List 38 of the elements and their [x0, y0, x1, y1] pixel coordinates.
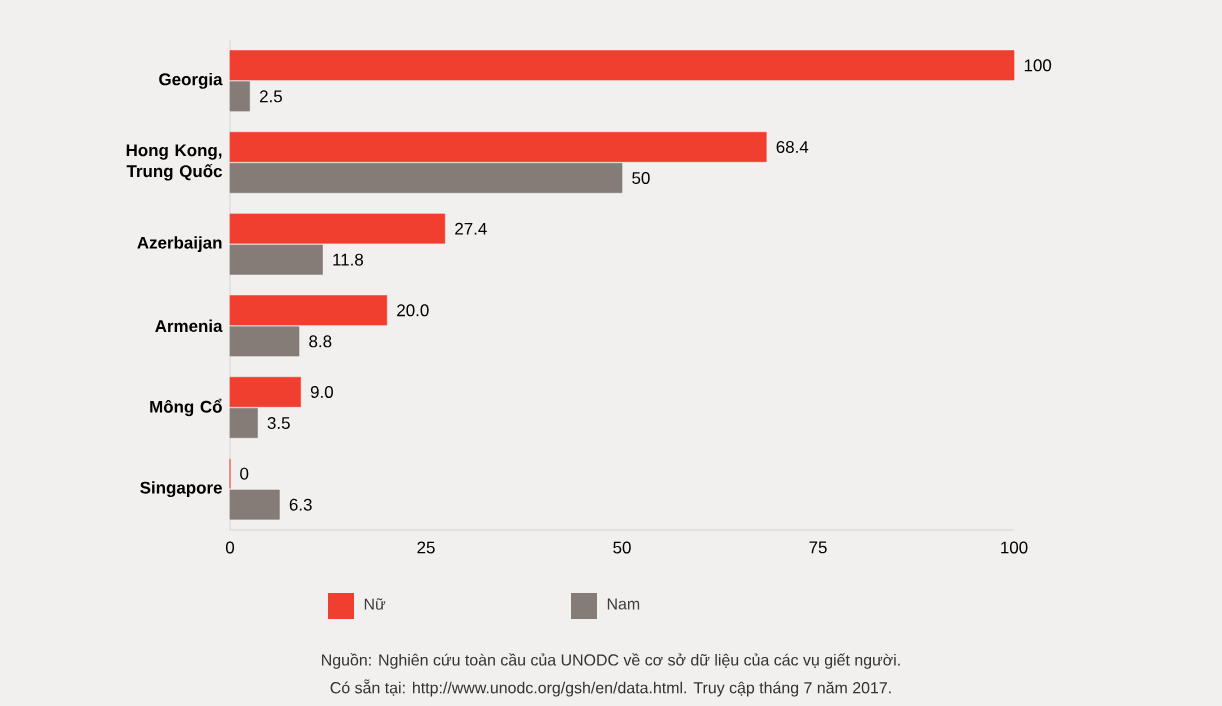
x-tick-label: 0: [225, 541, 235, 554]
data-label: 50: [632, 172, 650, 185]
y-tick-label: Singapore: [140, 481, 222, 498]
y-tick-label: Armenia: [155, 319, 223, 333]
legend-label: Nữ: [364, 598, 386, 610]
data-label: 20.0: [397, 304, 429, 317]
data-label: 100: [1024, 59, 1052, 72]
y-tick-label: Georgia: [159, 72, 223, 89]
x-tick-label: 100: [1001, 541, 1028, 554]
text: Có sẵn tại: http://www.unodc.org/gsh/en/data.html. Truy cập tháng 7 năm 2017.: [330, 679, 891, 697]
data-label: 8.8: [309, 335, 332, 348]
data-label: 11.8: [333, 253, 364, 266]
y-tick-label: Azerbaijan: [137, 236, 222, 253]
y-tick-label: Hong Kong, Trung Quốc: [126, 144, 223, 181]
data-label: 6.3: [289, 498, 312, 511]
bar: [229, 81, 250, 112]
data-label: 3.5: [267, 417, 290, 430]
legend-label: Nam: [607, 598, 640, 610]
bar: [229, 163, 623, 194]
bar: [229, 50, 1015, 81]
bar: [229, 408, 258, 439]
data-label: 9.0: [310, 385, 333, 398]
x-tick-label: 75: [809, 541, 827, 554]
bar: [229, 376, 301, 407]
bar: [229, 244, 323, 275]
text: Nguồn: Nghiên cứu toàn cầu của UNODC về cơ sở dữ liệu của các vụ giết người.: [322, 653, 900, 669]
data-label: 2.5: [259, 90, 282, 103]
bar: [229, 326, 300, 357]
y-tick-label: Mông Cổ: [150, 398, 222, 417]
bar: [229, 295, 388, 326]
data-label: 27.4: [455, 222, 487, 235]
x-tick-label: 50: [613, 541, 631, 554]
bar: [229, 213, 446, 244]
data-label: 0: [240, 467, 249, 480]
bar: [229, 489, 280, 520]
bar: [229, 131, 767, 162]
data-label: 68.4: [776, 140, 809, 153]
x-tick-label: 25: [417, 541, 435, 554]
